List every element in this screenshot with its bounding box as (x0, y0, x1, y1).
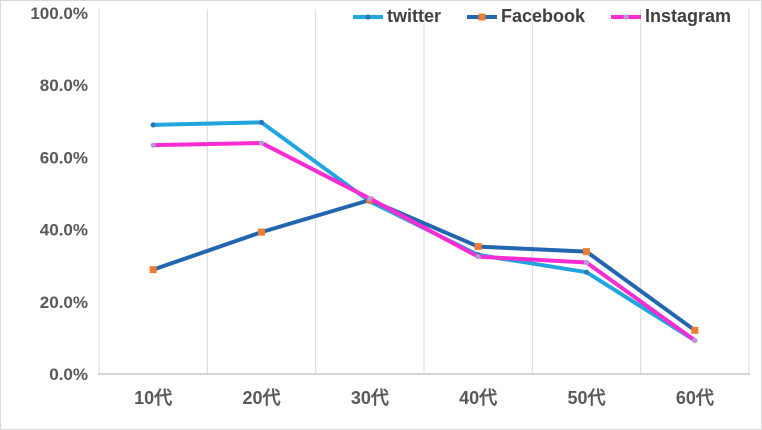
svg-text:30代: 30代 (351, 388, 389, 408)
svg-text:80.0%: 80.0% (40, 76, 88, 95)
legend-item-twitter[interactable]: twitter (353, 6, 441, 27)
legend-label-facebook: Facebook (501, 6, 586, 26)
legend-marker-twitter (353, 13, 383, 20)
legend-label-instagram: Instagram (645, 6, 732, 26)
svg-text:60.0%: 60.0% (40, 148, 88, 167)
svg-text:40代: 40代 (459, 388, 497, 408)
legend-item-facebook[interactable]: Facebook (467, 6, 585, 27)
chart-legend: twitter Facebook Instagram (353, 6, 731, 27)
svg-text:20代: 20代 (242, 388, 280, 408)
svg-text:100.0%: 100.0% (30, 4, 88, 23)
svg-text:40.0%: 40.0% (40, 221, 88, 240)
legend-item-instagram[interactable]: Instagram (611, 6, 731, 27)
legend-marker-facebook (467, 13, 497, 20)
svg-text:50代: 50代 (567, 388, 605, 408)
legend-label-twitter: twitter (387, 6, 441, 26)
legend-marker-instagram (611, 13, 642, 20)
svg-text:0.0%: 0.0% (49, 365, 88, 384)
svg-text:60代: 60代 (676, 388, 714, 408)
svg-text:20.0%: 20.0% (40, 293, 88, 312)
svg-text:10代: 10代 (134, 388, 172, 408)
